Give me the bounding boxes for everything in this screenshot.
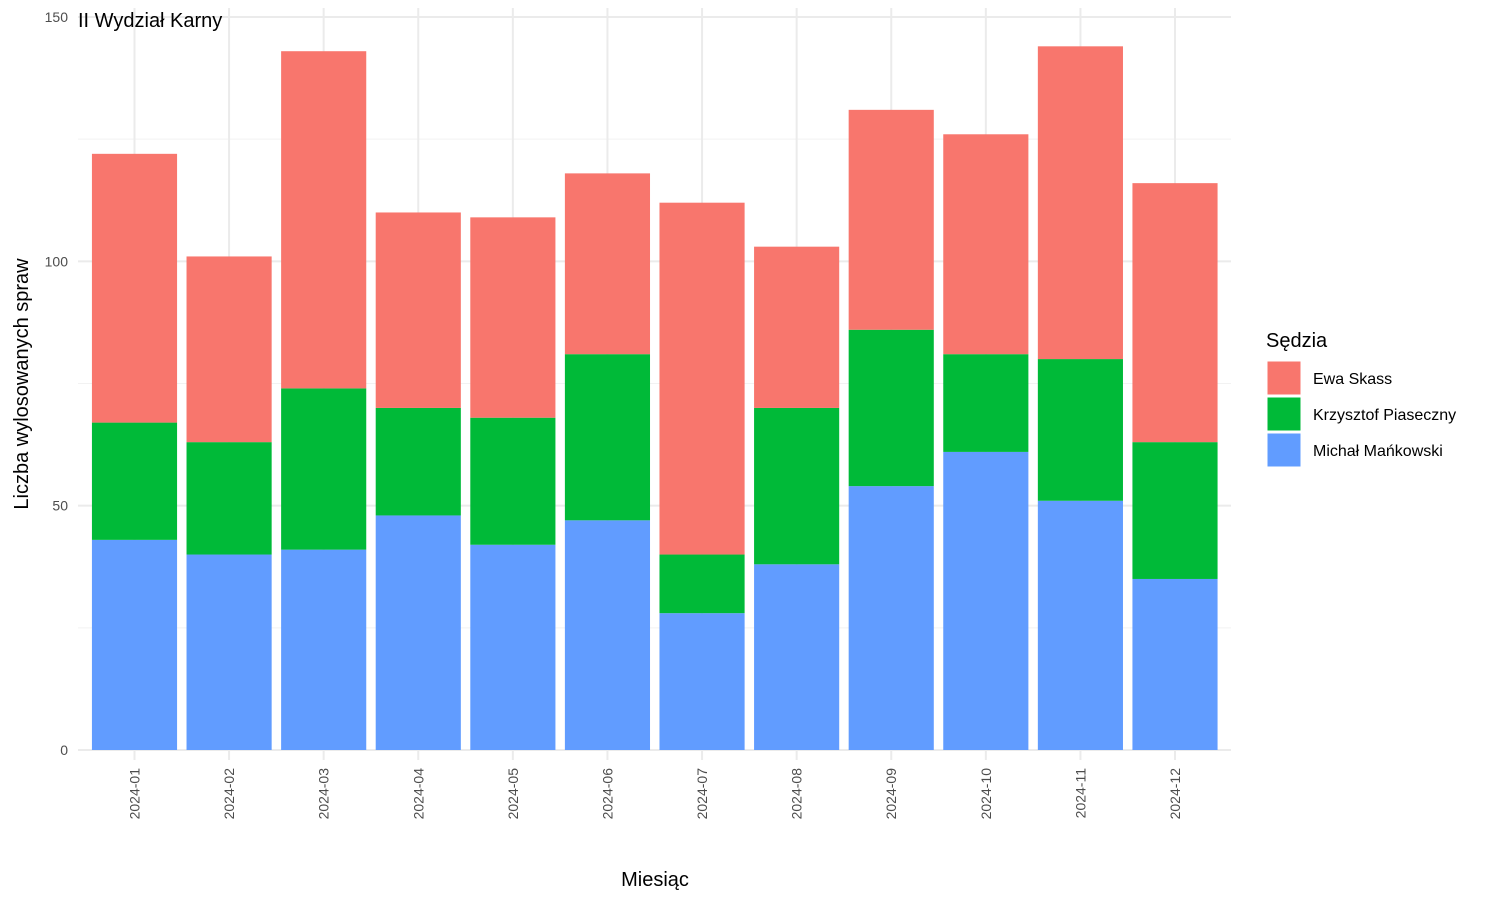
bar-segment: [281, 549, 367, 750]
legend-key: [1266, 360, 1302, 396]
y-tick-label: 100: [45, 253, 69, 269]
bar-segment: [659, 554, 745, 614]
x-tick-label: 2024-05: [505, 768, 521, 820]
bar-segment: [470, 417, 556, 545]
bar-segment: [943, 354, 1029, 452]
x-tick-label: 2024-01: [127, 768, 143, 820]
bar-segment: [848, 486, 934, 750]
bar-segment: [1037, 46, 1123, 360]
y-axis-ticks: 0 50 100 150: [45, 9, 69, 758]
y-tick-label: 150: [45, 9, 69, 25]
bar-segment: [91, 422, 178, 540]
bar-segment: [1132, 442, 1218, 579]
y-tick-label: 0: [60, 742, 68, 758]
x-axis-ticks: 2024-01 2024-02 2024-03 2024-04 2024-05 2024-…: [127, 768, 1184, 820]
legend-label: Ewa Skass: [1313, 371, 1392, 388]
bar-segment: [848, 329, 934, 487]
x-tick-label: 2024-07: [694, 768, 710, 820]
legend-label: Michał Mańkowski: [1313, 443, 1443, 460]
x-tick-label: 2024-02: [221, 768, 237, 820]
legend: Sędzia Ewa Skass Krzysztof Piaseczny Micha…: [1266, 330, 1456, 468]
bar-segment: [91, 539, 178, 750]
legend-key: [1266, 432, 1302, 468]
bar-segment: [186, 256, 272, 443]
bar-segment: [186, 554, 272, 750]
bar-segment: [564, 520, 651, 750]
bars: [91, 46, 1218, 750]
bar-segment: [754, 407, 840, 565]
x-tick-label: 2024-03: [316, 768, 332, 820]
x-tick-label: 2024-08: [789, 768, 805, 820]
x-tick-label: 2024-11: [1072, 768, 1088, 819]
bar-segment: [754, 246, 840, 408]
x-tick-label: 2024-12: [1167, 768, 1183, 820]
bar-segment: [375, 515, 461, 750]
bar-segment: [1132, 183, 1218, 443]
chart-title: II Wydział Karny: [78, 10, 222, 32]
legend-key: [1266, 396, 1302, 432]
bar-segment: [659, 202, 745, 555]
bar-segment: [943, 451, 1029, 750]
legend-title: Sędzia: [1266, 330, 1328, 352]
bar-segment: [659, 613, 745, 750]
bar-segment: [470, 544, 556, 750]
y-tick-label: 50: [52, 498, 68, 514]
bar-segment: [91, 153, 178, 423]
bar-segment: [564, 354, 651, 521]
bar-segment: [375, 407, 461, 516]
bar-segment: [943, 134, 1029, 355]
y-axis-title: Liczba wylosowanych spraw: [11, 258, 33, 510]
x-tick-label: 2024-09: [883, 768, 899, 820]
bar-segment: [281, 388, 367, 550]
bar-segment: [1037, 359, 1123, 501]
x-tick-label: 2024-10: [978, 768, 994, 820]
bar-segment: [848, 109, 934, 330]
bar-segment: [186, 442, 272, 555]
x-tick-label: 2024-04: [410, 768, 426, 820]
bar-segment: [564, 173, 651, 355]
bar-segment: [470, 217, 556, 418]
bar-segment: [1132, 578, 1218, 750]
legend-label: Krzysztof Piaseczny: [1313, 407, 1456, 424]
bar-segment: [281, 51, 367, 389]
x-tick-label: 2024-06: [599, 768, 615, 820]
bar-segment: [754, 564, 840, 750]
x-axis-title: Miesiąc: [621, 869, 689, 891]
bar-segment: [1037, 500, 1123, 750]
bar-segment: [375, 212, 461, 408]
